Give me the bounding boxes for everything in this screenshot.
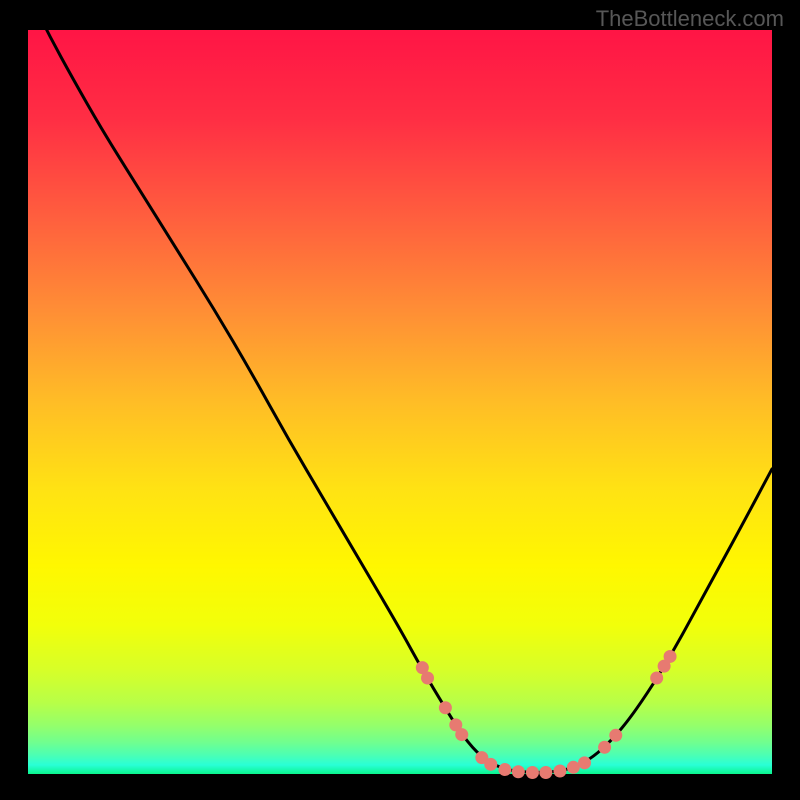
data-point-marker	[455, 728, 468, 741]
data-point-marker	[539, 766, 552, 779]
plot-area	[28, 30, 772, 774]
data-point-marker	[421, 672, 434, 685]
data-point-marker	[553, 765, 566, 778]
data-point-marker	[567, 761, 580, 774]
data-point-marker	[512, 765, 525, 778]
data-point-marker	[578, 756, 591, 769]
data-point-marker	[526, 766, 539, 779]
data-point-marker	[439, 701, 452, 714]
bottleneck-curve-chart	[28, 30, 772, 774]
data-point-marker	[664, 650, 677, 663]
data-point-marker	[484, 758, 497, 771]
data-point-marker	[498, 763, 511, 776]
watermark-text: TheBottleneck.com	[596, 6, 784, 32]
data-point-marker	[650, 672, 663, 685]
data-point-marker	[609, 729, 622, 742]
data-point-markers	[416, 650, 677, 779]
bottleneck-curve-line	[28, 0, 772, 772]
data-point-marker	[598, 741, 611, 754]
